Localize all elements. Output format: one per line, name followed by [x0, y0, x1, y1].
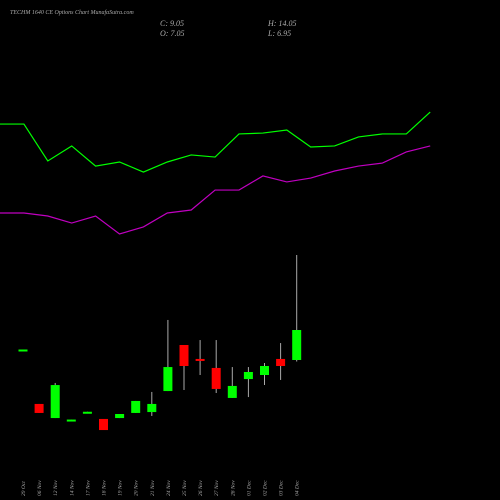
candle-body [115, 414, 125, 419]
candle-body [211, 367, 221, 389]
candle-body [131, 400, 141, 413]
x-tick-label: 02 Dec [263, 480, 269, 496]
x-tick-label: 12 Nov [53, 480, 59, 496]
candle-body [179, 345, 189, 366]
x-tick-label: 18 Nov [102, 480, 108, 496]
x-tick-label: 04 Dec [294, 480, 301, 496]
candle-body [99, 418, 108, 431]
x-tick-label: 25 Nov [182, 480, 188, 496]
candle-body [276, 358, 286, 366]
candle-body [260, 366, 269, 375]
candle-body [18, 349, 28, 352]
close-label: C: 9.05 [160, 19, 184, 28]
x-tick-label: 01 Dec [246, 480, 252, 496]
chart-title: TECHM 1640 CE Options Chart MunafaSutra.… [10, 9, 134, 16]
candle-body [34, 403, 44, 413]
x-tick-label: 26 Nov [198, 480, 204, 496]
x-tick-label: 14 Nov [68, 480, 75, 496]
candle-body [292, 330, 302, 360]
x-tick-label: 27 Nov [214, 480, 220, 496]
x-tick-label: 29 Oct [21, 481, 27, 496]
x-tick-label: 17 Nov [85, 480, 91, 496]
candle-body [66, 419, 76, 422]
x-tick-label: 20 Nov [134, 480, 140, 496]
indicator-line [0, 111, 431, 173]
candle-body [82, 411, 92, 414]
low-label: L: 6.95 [267, 29, 291, 38]
candle-body [243, 372, 253, 380]
indicator-line [0, 145, 431, 235]
x-tick-label: 28 Nov [230, 480, 236, 496]
candle-body [147, 403, 157, 413]
candle-body [50, 385, 60, 419]
open-label: O: 7.05 [160, 29, 184, 38]
candle-body [195, 358, 205, 361]
x-tick-label: 19 Nov [118, 480, 124, 496]
x-tick-label: 06 Nov [37, 480, 43, 496]
x-tick-label: 21 Nov [150, 480, 156, 496]
candle-body [227, 385, 237, 398]
x-tick-label: 03 Dec [279, 480, 285, 496]
candle-body [163, 367, 173, 392]
high-label: H: 14.05 [267, 19, 296, 28]
x-tick-label: 24 Nov [165, 480, 172, 496]
